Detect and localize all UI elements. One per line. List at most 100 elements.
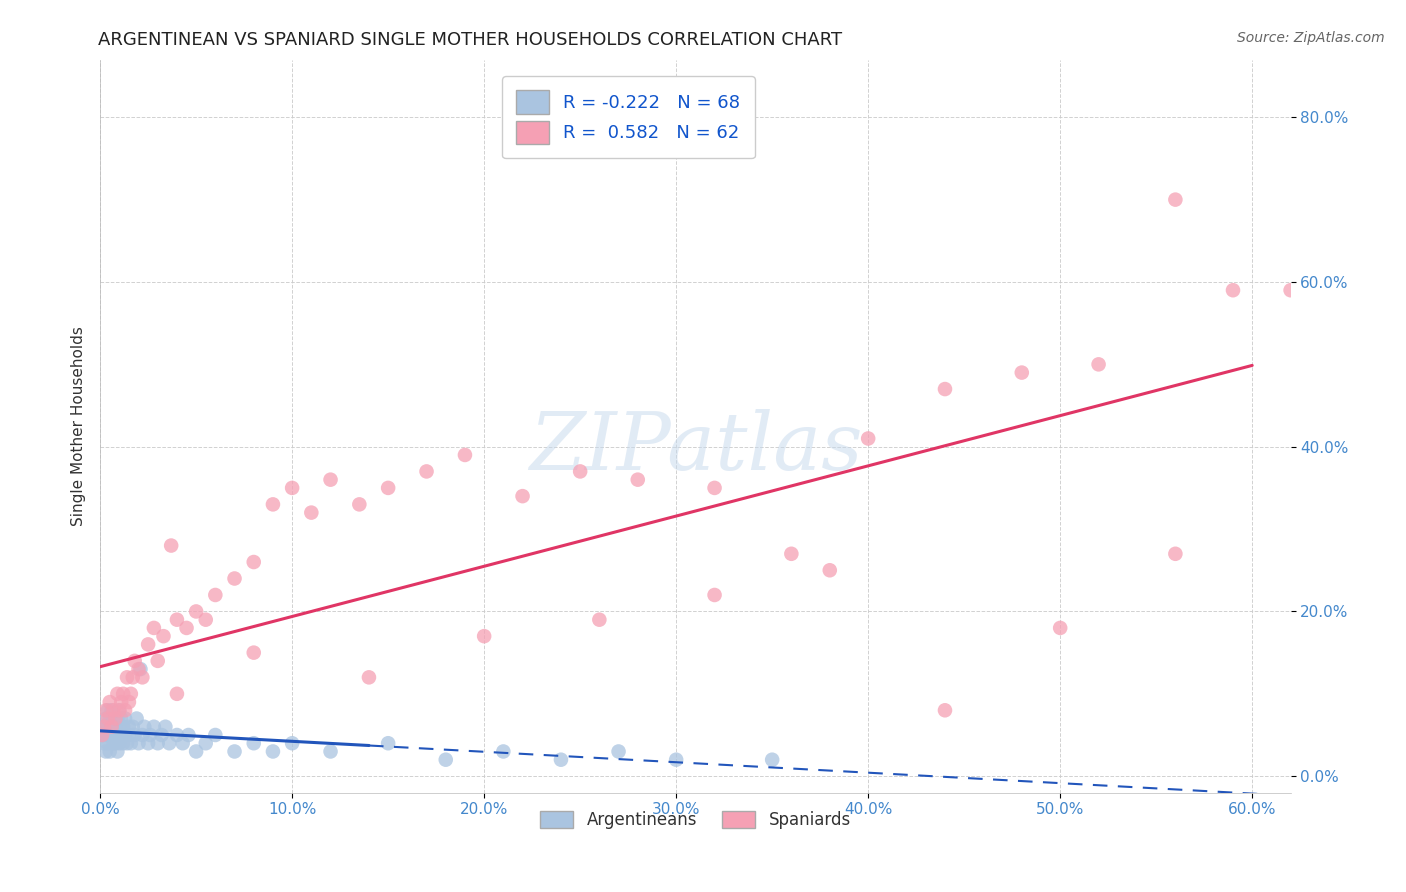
Point — [1279, 283, 1302, 297]
Point — [761, 753, 783, 767]
Point — [124, 654, 146, 668]
Point — [1011, 366, 1033, 380]
Point — [377, 736, 399, 750]
Point — [134, 720, 156, 734]
Point — [129, 662, 152, 676]
Point — [118, 695, 141, 709]
Point — [627, 473, 650, 487]
Point — [152, 629, 174, 643]
Point — [242, 736, 264, 750]
Point — [107, 712, 129, 726]
Point — [131, 728, 153, 742]
Point — [98, 744, 121, 758]
Point — [1087, 357, 1109, 371]
Point — [91, 728, 114, 742]
Point — [103, 712, 125, 726]
Point — [112, 687, 135, 701]
Point — [665, 753, 688, 767]
Point — [142, 621, 165, 635]
Point — [115, 736, 138, 750]
Text: ZIPatlas: ZIPatlas — [529, 409, 862, 487]
Text: ARGENTINEAN VS SPANIARD SINGLE MOTHER HOUSEHOLDS CORRELATION CHART: ARGENTINEAN VS SPANIARD SINGLE MOTHER HO… — [98, 31, 842, 49]
Point — [103, 728, 125, 742]
Point — [160, 539, 183, 553]
Point — [136, 736, 159, 750]
Point — [1164, 547, 1187, 561]
Point — [108, 703, 131, 717]
Point — [110, 712, 132, 726]
Point — [299, 506, 322, 520]
Point — [204, 588, 226, 602]
Point — [104, 728, 127, 742]
Point — [110, 695, 132, 709]
Point — [118, 728, 141, 742]
Point — [108, 736, 131, 750]
Point — [107, 744, 129, 758]
Point — [94, 712, 117, 726]
Point — [934, 703, 956, 717]
Point — [131, 670, 153, 684]
Point — [194, 613, 217, 627]
Point — [124, 728, 146, 742]
Point — [120, 736, 142, 750]
Point — [377, 481, 399, 495]
Point — [550, 753, 572, 767]
Point — [166, 613, 188, 627]
Point — [100, 720, 122, 734]
Point — [1164, 193, 1187, 207]
Point — [349, 497, 371, 511]
Point — [157, 736, 180, 750]
Point — [319, 744, 342, 758]
Point — [108, 720, 131, 734]
Point — [110, 728, 132, 742]
Point — [120, 687, 142, 701]
Point — [121, 720, 143, 734]
Point — [125, 712, 148, 726]
Y-axis label: Single Mother Households: Single Mother Households — [72, 326, 86, 526]
Point — [319, 473, 342, 487]
Point — [703, 588, 725, 602]
Point — [224, 744, 246, 758]
Point — [934, 382, 956, 396]
Point — [146, 654, 169, 668]
Point — [121, 670, 143, 684]
Point — [97, 703, 120, 717]
Point — [94, 744, 117, 758]
Point — [512, 489, 534, 503]
Point — [1222, 283, 1244, 297]
Point — [104, 720, 127, 734]
Point — [108, 703, 131, 717]
Point — [780, 547, 803, 561]
Point — [139, 728, 162, 742]
Point — [93, 720, 115, 734]
Point — [98, 728, 121, 742]
Point — [114, 712, 136, 726]
Point — [97, 720, 120, 734]
Point — [166, 687, 188, 701]
Point — [166, 728, 188, 742]
Point — [103, 736, 125, 750]
Point — [107, 687, 129, 701]
Point — [357, 670, 380, 684]
Point — [242, 646, 264, 660]
Point — [224, 572, 246, 586]
Point — [136, 637, 159, 651]
Point — [128, 662, 150, 676]
Point — [98, 695, 121, 709]
Point — [856, 432, 879, 446]
Legend: Argentineans, Spaniards: Argentineans, Spaniards — [533, 804, 858, 836]
Point — [128, 736, 150, 750]
Point — [114, 703, 136, 717]
Point — [434, 753, 457, 767]
Point — [1049, 621, 1071, 635]
Point — [100, 728, 122, 742]
Point — [281, 736, 304, 750]
Point — [177, 728, 200, 742]
Point — [114, 728, 136, 742]
Point — [104, 712, 127, 726]
Point — [155, 720, 177, 734]
Point — [607, 744, 630, 758]
Point — [118, 720, 141, 734]
Point — [142, 720, 165, 734]
Point — [97, 736, 120, 750]
